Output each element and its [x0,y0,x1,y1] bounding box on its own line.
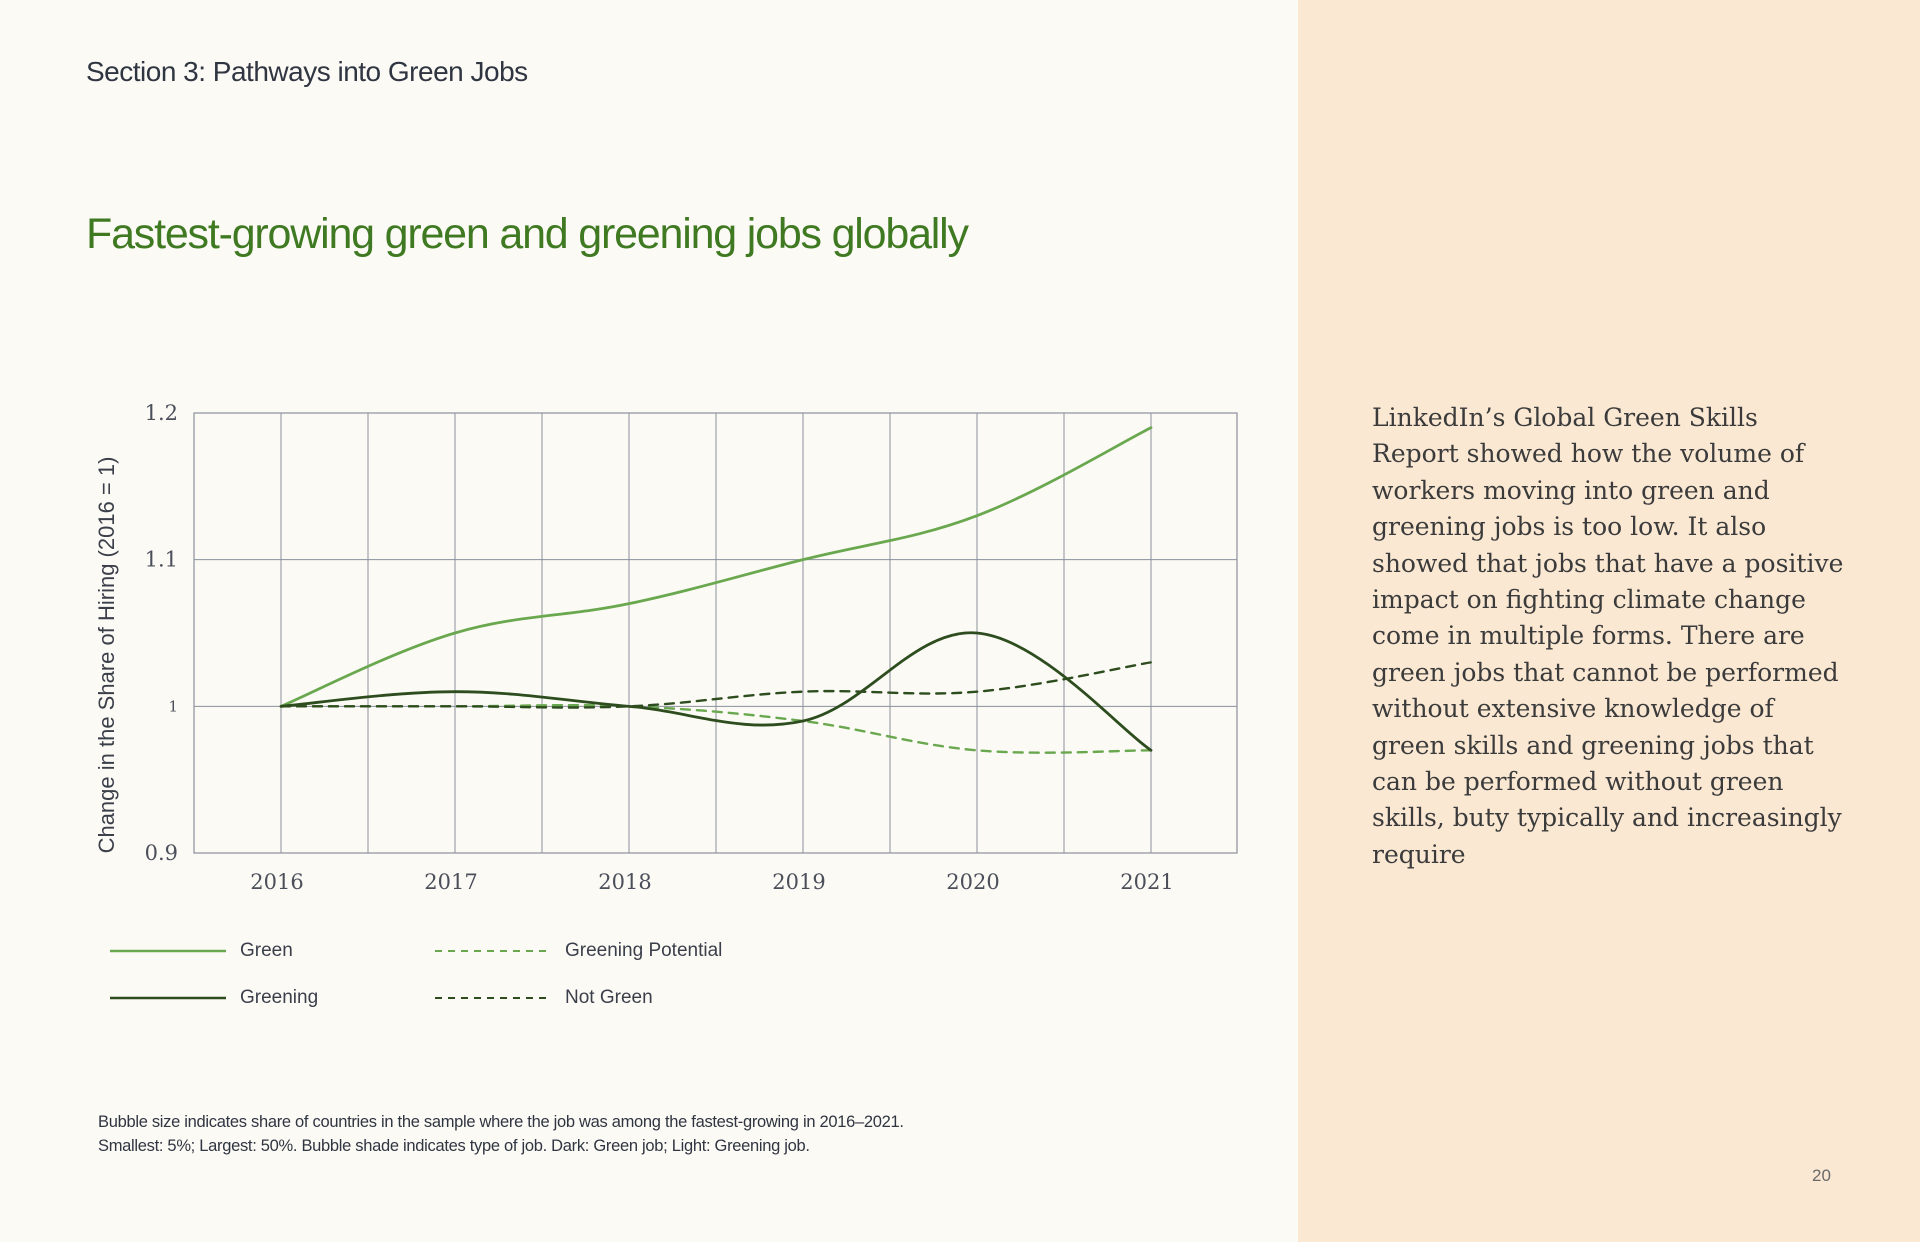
y-tick-label: 1.2 [145,401,178,425]
chart-ticks: 2016 2017 2018 2019 2020 2021 1.2 1.1 1 0.9 [145,401,1174,894]
legend-label: Not Green [565,987,653,1008]
section-title: Section 3: Pathways into Green Jobs [86,56,528,87]
legend-swatch [110,996,226,1000]
legend-label: Green [240,940,293,961]
right-panel [1298,0,1920,1242]
chart-title: Fastest-growing green and greening jobs … [86,210,969,258]
series-line-not-green [279,661,1153,709]
footnote-line-2: Smallest: 5%; Largest: 50%. Bubble shade… [98,1137,810,1155]
legend-label: Greening Potential [565,940,723,961]
series-line-green [279,426,1153,708]
legend-swatch [110,949,226,953]
x-tick-label: 2017 [424,870,477,894]
body-paragraph: LinkedIn’s Global Green Skills Report sh… [1372,403,1844,869]
footnote-line-1: Bubble size indicates share of countries… [98,1113,904,1131]
legend-swatch [435,950,551,952]
x-tick-label: 2016 [250,870,303,894]
y-tick-label: 0.9 [145,841,178,865]
line-chart: 2016 2017 2018 2019 2020 2021 1.2 1.1 1 0.9 Chang… [94,401,1238,894]
y-tick-label: 1.1 [145,548,178,572]
chart-series [279,426,1153,754]
left-panel [0,0,1298,1242]
chart-grid [193,412,1238,854]
legend-item-not-green: Not Green [435,987,653,1009]
legend-item-green: Green [110,940,293,962]
y-axis-label: Change in the Share of Hiring (2016 = 1) [94,457,119,854]
series-line-greening [279,631,1153,752]
legend-swatch [435,997,551,999]
chart-legend: Green Greening Greening Potential Not Green [110,940,810,1040]
x-tick-label: 2021 [1120,870,1173,894]
x-tick-label: 2019 [772,870,825,894]
page-number: 20 [1812,1166,1831,1185]
legend-item-greening: Greening [110,987,318,1009]
y-tick-label: 1 [168,697,178,715]
x-tick-label: 2018 [598,870,651,894]
x-tick-label: 2020 [946,870,999,894]
chart-footnote: Bubble size indicates share of countries… [98,1110,904,1158]
legend-item-greening-potential: Greening Potential [435,940,722,962]
legend-label: Greening [240,987,319,1008]
